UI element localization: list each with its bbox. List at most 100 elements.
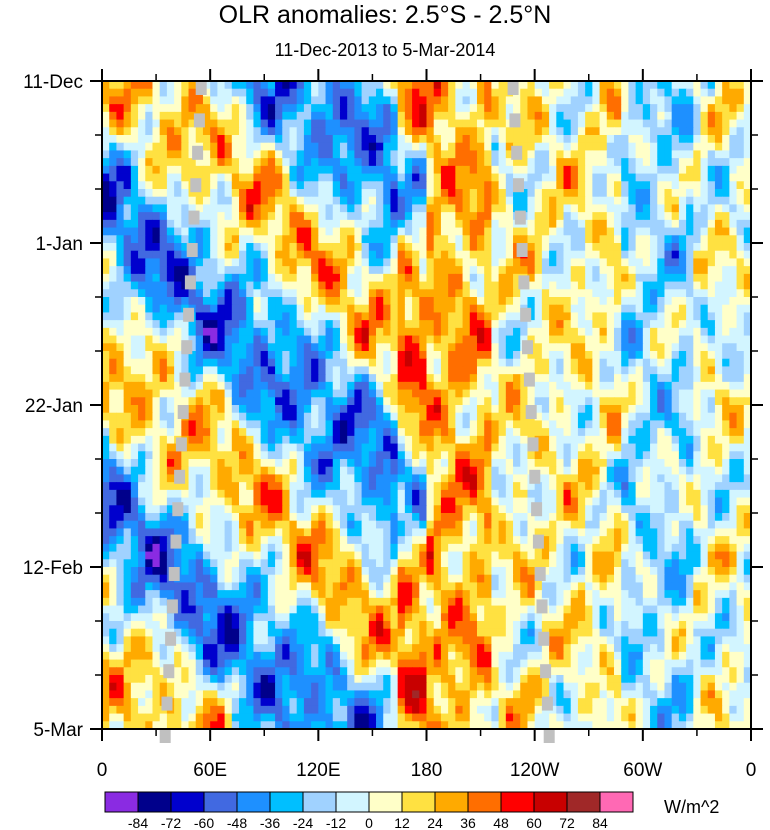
field-cell [166, 165, 175, 175]
field-cell [325, 204, 334, 213]
field-cell [152, 412, 161, 421]
field-cell [289, 405, 298, 414]
field-cell [195, 304, 204, 313]
field-cell [613, 304, 622, 313]
field-cell [376, 428, 384, 437]
field-cell [123, 304, 132, 313]
field-cell [332, 204, 341, 213]
field-cell [426, 273, 435, 283]
field-cell [707, 482, 716, 491]
field-cell [325, 266, 334, 275]
field-cell [412, 459, 420, 468]
field-cell [606, 219, 615, 229]
field-cell [311, 181, 319, 190]
field-cell [138, 297, 146, 306]
field-cell [116, 443, 125, 452]
field-cell [570, 219, 579, 229]
field-cell [693, 312, 702, 321]
field-cell [621, 189, 629, 198]
field-cell [159, 189, 168, 198]
field-cell [116, 243, 125, 252]
field-cell [707, 189, 716, 198]
field-cell [109, 227, 117, 236]
field-cell [267, 459, 276, 468]
field-cell [318, 412, 327, 421]
field-cell [577, 204, 586, 213]
field-cell [570, 489, 579, 499]
field-cell [383, 358, 391, 367]
field-cell [520, 81, 528, 90]
field-cell [347, 119, 355, 128]
field-cell [549, 111, 557, 121]
field-cell [275, 88, 283, 97]
field-cell [462, 397, 471, 406]
field-cell [505, 219, 514, 229]
field-cell [585, 96, 593, 105]
field-cell [109, 150, 117, 159]
field-cell [152, 297, 161, 306]
field-cell [743, 489, 752, 499]
field-cell [361, 435, 370, 445]
field-cell [469, 181, 478, 190]
field-cell [296, 366, 305, 375]
field-cell [664, 489, 673, 499]
field-cell [109, 466, 117, 475]
field-cell [130, 304, 139, 313]
field-cell [476, 281, 485, 290]
field-cell [404, 273, 413, 283]
field-cell [635, 343, 644, 352]
field-cell [736, 459, 745, 468]
field-cell [440, 366, 449, 375]
field-cell [102, 497, 110, 506]
field-cell [239, 489, 247, 499]
field-cell [498, 381, 507, 391]
field-cell [613, 405, 622, 414]
field-cell [657, 204, 665, 213]
field-cell [534, 235, 543, 244]
field-cell [549, 358, 557, 367]
field-cell [159, 435, 168, 445]
field-cell [267, 443, 276, 452]
field-cell [275, 196, 283, 205]
field-cell [686, 258, 694, 267]
field-cell [556, 81, 565, 90]
field-cell [318, 435, 327, 445]
field-cell [383, 466, 391, 475]
field-cell [448, 312, 456, 321]
field-cell [368, 389, 377, 398]
field-cell [202, 497, 211, 506]
field-cell [505, 181, 514, 190]
field-cell [527, 266, 536, 275]
field-cell [621, 142, 629, 151]
field-cell [498, 250, 507, 259]
field-cell [260, 127, 269, 136]
field-cell [202, 381, 211, 391]
field-cell [722, 474, 730, 483]
field-cell [563, 204, 572, 213]
field-cell [606, 420, 615, 429]
field-cell [397, 142, 406, 151]
field-cell [534, 435, 543, 445]
field-cell [303, 142, 312, 151]
field-cell [426, 366, 435, 375]
field-cell [426, 127, 435, 136]
field-cell [174, 428, 182, 437]
field-cell [599, 235, 608, 244]
field-cell [628, 374, 637, 383]
field-cell [145, 335, 153, 344]
field-cell [484, 165, 492, 175]
field-cell [311, 165, 319, 175]
field-cell [440, 435, 449, 445]
field-cell [368, 435, 377, 445]
field-cell [606, 343, 615, 352]
field-cell [116, 212, 125, 221]
field-cell [210, 165, 218, 175]
field-cell [534, 459, 543, 468]
field-cell [325, 150, 334, 159]
field-cell [585, 435, 593, 445]
field-cell [383, 165, 391, 175]
field-cell [534, 343, 543, 352]
field-cell [383, 327, 391, 337]
field-cell [275, 412, 283, 421]
field-cell [318, 320, 327, 329]
